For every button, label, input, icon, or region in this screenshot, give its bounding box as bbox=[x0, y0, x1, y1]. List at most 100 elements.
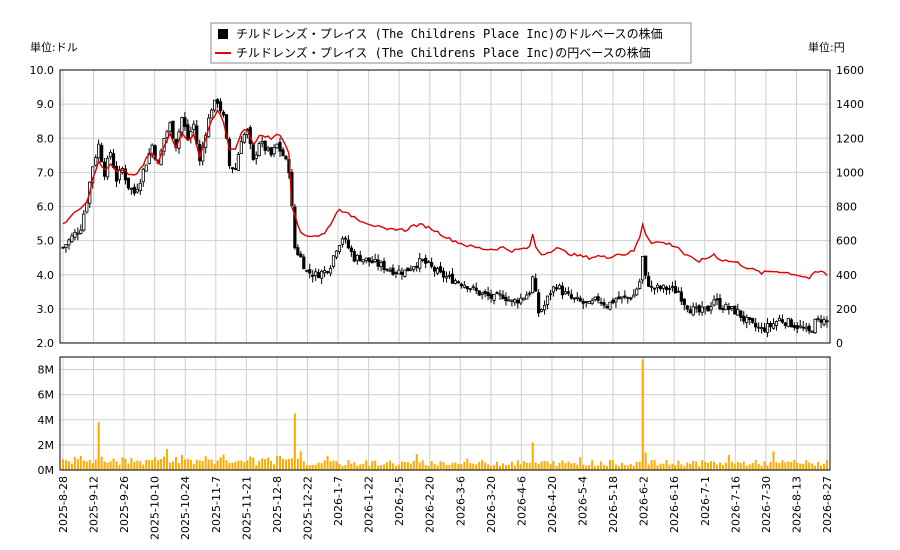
volume-bar bbox=[713, 461, 716, 470]
candle-body bbox=[605, 306, 609, 309]
volume-bar bbox=[76, 459, 79, 470]
volume-bar bbox=[537, 463, 540, 470]
candle-body bbox=[650, 285, 654, 288]
candle-body bbox=[724, 304, 728, 311]
volume-bar bbox=[171, 461, 174, 470]
candle-body bbox=[278, 142, 282, 152]
candle-body bbox=[789, 319, 793, 328]
candle-body bbox=[296, 247, 300, 256]
candle-body bbox=[337, 245, 342, 253]
candle-body bbox=[340, 238, 345, 245]
x-tick-label: 2025-12-22 bbox=[301, 476, 314, 540]
candle-body bbox=[468, 288, 472, 291]
x-tick-label: 2025-9-12 bbox=[88, 476, 101, 533]
candle-body bbox=[186, 124, 190, 140]
volume-bar bbox=[332, 460, 335, 470]
candle-body bbox=[474, 287, 478, 292]
x-tick-label: 2025-12-8 bbox=[271, 476, 284, 533]
volume-bar bbox=[653, 460, 656, 470]
candle-body bbox=[293, 206, 297, 249]
volume-bar bbox=[454, 462, 457, 470]
volume-bar bbox=[487, 464, 490, 470]
volume-bar bbox=[85, 461, 88, 470]
volume-bar bbox=[769, 461, 772, 470]
volume-bar bbox=[659, 463, 662, 470]
volume-bar bbox=[243, 461, 246, 470]
volume-bar bbox=[228, 462, 231, 470]
candle-body bbox=[614, 298, 618, 303]
volume-bar bbox=[635, 462, 638, 470]
candle-body bbox=[712, 299, 716, 306]
candle-body bbox=[736, 309, 740, 316]
candle-body bbox=[323, 270, 327, 274]
volume-bar bbox=[231, 462, 234, 470]
candle-body bbox=[557, 284, 562, 290]
volume-bar bbox=[82, 460, 85, 470]
volume-bar bbox=[650, 460, 653, 470]
candle-body bbox=[70, 235, 74, 242]
volume-bar bbox=[546, 461, 549, 470]
left-tick-label: 10.0 bbox=[30, 64, 55, 77]
candle-body bbox=[239, 141, 243, 154]
volume-bar bbox=[457, 463, 460, 470]
candle-body bbox=[655, 284, 660, 289]
volume-bar bbox=[504, 465, 507, 470]
volume-bar bbox=[252, 457, 255, 470]
volume-bar bbox=[204, 456, 207, 470]
candle-body bbox=[272, 147, 276, 155]
volume-bar bbox=[427, 465, 430, 470]
candle-body bbox=[465, 286, 469, 290]
volume-bar bbox=[680, 464, 683, 470]
volume-bar bbox=[638, 461, 641, 470]
candle-body bbox=[462, 284, 466, 288]
volume-tick-label: 6M bbox=[38, 389, 55, 402]
volume-panel: 0M 2M 4M 6M 8M bbox=[38, 356, 831, 477]
candle-body bbox=[299, 253, 303, 258]
volume-bar bbox=[701, 460, 704, 470]
x-tick-label: 2026-1-7 bbox=[332, 476, 345, 526]
candle-body bbox=[658, 285, 663, 290]
volume-bar bbox=[166, 449, 169, 470]
volume-bar bbox=[326, 455, 329, 470]
volume-bar bbox=[142, 464, 145, 470]
candle-body bbox=[528, 292, 532, 295]
volume-bar bbox=[555, 466, 558, 470]
volume-bar bbox=[115, 461, 118, 470]
candle-body bbox=[126, 177, 131, 189]
candle-body bbox=[376, 259, 380, 267]
legend-box bbox=[210, 22, 692, 64]
candle-body bbox=[578, 297, 582, 302]
volume-bar bbox=[273, 464, 276, 470]
x-tick-label: 2026-8-13 bbox=[790, 476, 803, 533]
candles-layer bbox=[61, 98, 829, 338]
volume-bar bbox=[371, 461, 374, 470]
x-tick-label: 2026-8-27 bbox=[821, 476, 834, 533]
legend-yen-label: チルドレンズ・プレイス (The Childrens Place Inc)の円ベ… bbox=[236, 45, 651, 60]
volume-bar bbox=[623, 465, 626, 470]
volume-bar bbox=[478, 461, 481, 470]
candle-body bbox=[447, 274, 452, 277]
volume-bar bbox=[736, 461, 739, 470]
x-tick-label: 2025-8-28 bbox=[57, 476, 70, 533]
candle-body bbox=[522, 297, 526, 301]
candle-body bbox=[492, 294, 496, 301]
volume-bar bbox=[344, 464, 347, 470]
candle-body bbox=[819, 319, 823, 323]
volume-bar bbox=[151, 460, 154, 470]
right-unit-label: 単位:円 bbox=[808, 40, 845, 54]
x-tick-label: 2025-10-24 bbox=[179, 476, 192, 540]
volume-bar bbox=[510, 461, 513, 470]
candle-body bbox=[424, 257, 428, 264]
volume-bar bbox=[374, 460, 377, 470]
candle-body bbox=[590, 300, 594, 304]
volume-bar bbox=[742, 461, 745, 470]
x-tick-label: 2026-5-4 bbox=[577, 476, 590, 526]
candle-body bbox=[537, 292, 541, 314]
candle-body bbox=[263, 140, 267, 151]
volume-bar bbox=[347, 460, 350, 470]
candle-body bbox=[364, 257, 368, 261]
volume-bar bbox=[733, 463, 736, 470]
candle-body bbox=[79, 229, 83, 234]
left-tick-label: 2.0 bbox=[37, 337, 55, 350]
volume-bar bbox=[219, 457, 222, 470]
